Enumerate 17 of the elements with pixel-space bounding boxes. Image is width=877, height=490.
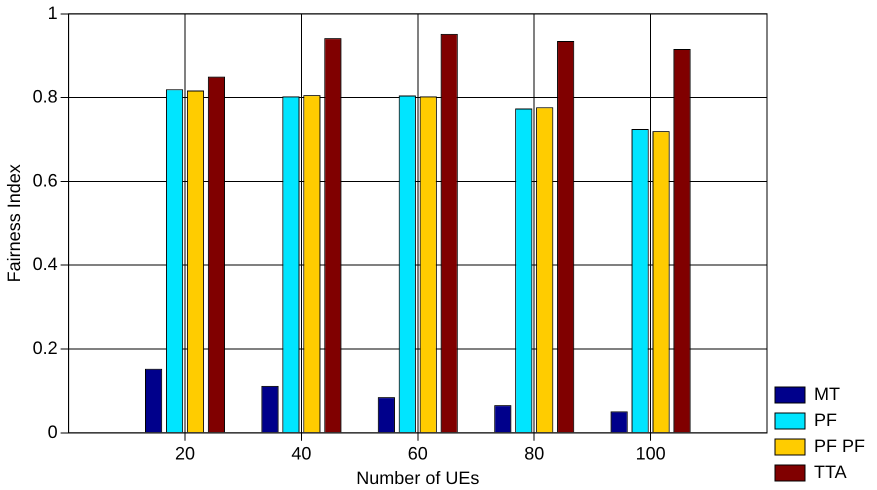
x-tick-label: 20	[175, 444, 196, 464]
x-tick-label: 40	[291, 444, 312, 464]
x-tick-label: 100	[636, 444, 666, 464]
y-tick-label: 0.8	[32, 86, 58, 107]
legend-label: PF	[814, 410, 838, 430]
y-axis-title: Fairness Index	[4, 164, 24, 282]
legend-label: MT	[814, 384, 840, 404]
y-tick-label: 0	[48, 422, 58, 442]
x-tick-label: 60	[408, 444, 428, 464]
x-axis-title: Number of UEs	[356, 468, 480, 488]
y-tick-label: 0.4	[32, 254, 58, 274]
legend-label: PF PF	[814, 436, 866, 456]
legend-label: TTA	[814, 462, 847, 482]
y-tick-label: 0.6	[32, 170, 58, 190]
y-tick-label: 1	[48, 2, 58, 23]
y-tick-label: 0.2	[32, 338, 58, 358]
x-tick-label: 80	[524, 444, 544, 464]
